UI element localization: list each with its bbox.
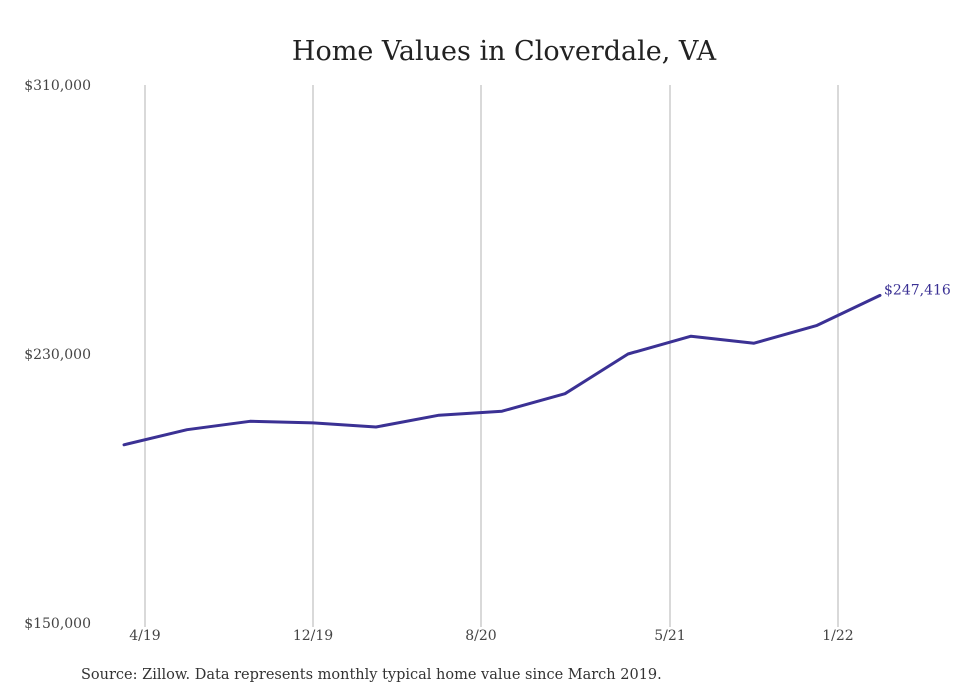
x-tick-label: 8/20 bbox=[465, 628, 496, 644]
y-tick-label: $310,000 bbox=[24, 78, 91, 94]
chart-title: Home Values in Cloverdale, VA bbox=[292, 36, 717, 67]
source-note: Source: Zillow. Data represents monthly … bbox=[81, 667, 662, 683]
series-line bbox=[122, 293, 882, 447]
y-tick-label: $230,000 bbox=[24, 347, 91, 363]
line-chart: Home Values in Cloverdale, VA $310,000 $2… bbox=[24, 36, 951, 644]
end-value-label: $247,416 bbox=[884, 282, 951, 298]
x-axis-ticks: 4/19 12/19 8/20 5/21 1/22 bbox=[129, 628, 853, 644]
series-layer bbox=[122, 293, 882, 447]
x-tick-label: 5/21 bbox=[654, 628, 685, 644]
x-tick-label: 4/19 bbox=[129, 628, 160, 644]
x-tick-label: 12/19 bbox=[293, 628, 333, 644]
x-tick-label: 1/22 bbox=[822, 628, 853, 644]
y-axis-ticks: $310,000 $230,000 $150,000 bbox=[24, 78, 91, 632]
y-tick-label: $150,000 bbox=[24, 616, 91, 632]
grid-lines bbox=[144, 85, 839, 627]
